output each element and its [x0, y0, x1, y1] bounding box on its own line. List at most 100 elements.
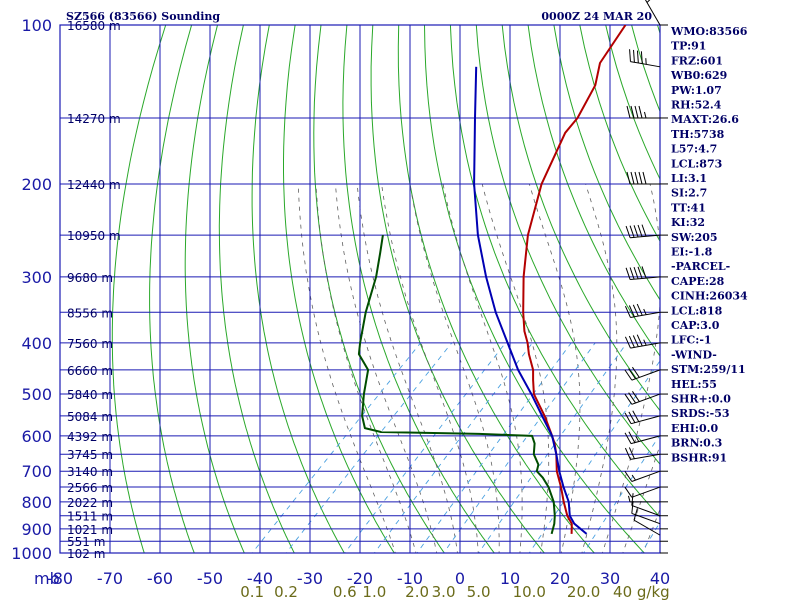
wind-barb-half-feather	[644, 111, 647, 119]
wind-barb-feather	[633, 508, 638, 521]
temperature-tick-label: 10	[500, 569, 520, 588]
sounding-index-item: LFC:-1	[671, 334, 712, 347]
mixing-ratio-line	[478, 342, 628, 553]
wind-barb-feather	[624, 447, 631, 460]
mixing-ratio-line	[443, 342, 596, 553]
temperature-tick-label: 30	[600, 569, 620, 588]
wind-barb-feather	[628, 431, 636, 443]
temperature-tick-label: 20	[550, 569, 570, 588]
height-label: 102 m	[67, 547, 105, 561]
sounding-index-item: LCL:873	[671, 157, 722, 170]
sounding-index-item: HEL:55	[671, 378, 717, 391]
mixing-ratio-label: 0.6	[333, 583, 357, 600]
wind-barb-staff	[630, 61, 661, 68]
wind-barb-feather	[636, 334, 643, 347]
sounding-index-item: TH:5738	[671, 128, 725, 141]
wind-barb-feather	[634, 171, 639, 185]
sounding-index-item: -WIND-	[671, 348, 717, 361]
wind-barb-staff	[630, 234, 661, 239]
mixing-ratio-label: 0.1	[240, 583, 264, 600]
wind-barb	[624, 431, 661, 445]
wind-barb-half-feather	[635, 435, 640, 442]
dry-adiabat-line	[251, 25, 345, 553]
wind-barb-staff	[630, 435, 661, 445]
wind-barb-staff	[630, 453, 661, 460]
sounding-index-item: WMO:83566	[670, 25, 748, 38]
height-label: 7560 m	[67, 337, 113, 351]
sounding-index-item: KI:32	[671, 216, 705, 229]
height-label: 2566 m	[67, 481, 113, 495]
wind-barb-feather	[624, 369, 633, 381]
height-label: 5084 m	[67, 410, 113, 424]
wind-barb-feather	[624, 393, 633, 405]
mixing-ratio-line	[344, 342, 506, 553]
sounding-index-item: RH:52.4	[671, 99, 722, 112]
temperature-tick-label: -40	[247, 569, 273, 588]
wind-barb-staff	[633, 519, 661, 536]
mixing-ratio-label: 40 g/kg	[613, 583, 670, 600]
wind-barb-feather	[636, 303, 643, 316]
mixing-ratio-label: 0.2	[274, 583, 298, 600]
wind-barb-feather	[632, 410, 640, 422]
mixing-ratio-label: 2.0	[405, 583, 429, 600]
dewpoint-profile	[357, 234, 556, 535]
dry-adiabats	[111, 25, 800, 564]
wind-barb	[624, 447, 661, 460]
wind-barb	[624, 334, 661, 349]
height-label: 1511 m	[67, 510, 113, 524]
wind-barb-feather	[629, 49, 631, 62]
sounding-series	[357, 25, 627, 535]
sounding-index-item: STM:259/11	[671, 363, 746, 376]
height-label: 551 m	[67, 535, 105, 549]
isotherms	[60, 25, 660, 553]
sounding-index-item: EI:-1.8	[671, 246, 713, 259]
wind-barb	[626, 171, 660, 185]
height-label: 3745 m	[67, 448, 113, 462]
temperature-tick-label: -10	[397, 569, 423, 588]
wind-barb-feather	[624, 412, 632, 424]
dry-adiabat-line	[184, 25, 245, 553]
sounding-index-item: SI:2.7	[671, 187, 707, 200]
dry-adiabat-line	[761, 25, 800, 564]
mixing-ratio-line	[583, 434, 660, 553]
dry-adiabat-line	[370, 25, 545, 553]
height-label: 9680 m	[67, 271, 113, 285]
height-label: 14270 m	[67, 112, 121, 126]
mixing-ratio-line	[251, 342, 421, 553]
sounding-index-item: SW:205	[671, 231, 718, 244]
sounding-index-item: WB0:629	[670, 69, 727, 82]
mixing-ratio-label: 3.0	[432, 583, 456, 600]
wind-barb-feather	[631, 366, 640, 378]
wind-barb-half-feather	[643, 308, 647, 315]
dry-adiabat-line	[424, 25, 645, 553]
pressure-tick-label: 1000	[11, 544, 52, 563]
sounding-index-item: MAXT:26.6	[671, 113, 739, 126]
temperature-tick-label: -60	[147, 569, 173, 588]
pressure-tick-label: 300	[21, 268, 52, 287]
wind-barb-feather	[631, 493, 634, 506]
height-label: 4392 m	[67, 430, 113, 444]
wind-barb-feather	[625, 225, 631, 238]
mixing-ratio-line	[285, 342, 453, 553]
wind-barb-feather	[625, 267, 631, 280]
sounding-index-item: SRDS:-53	[671, 407, 730, 420]
wind-barb-staff	[631, 486, 661, 498]
height-label: 12440 m	[67, 178, 121, 192]
height-label: 1021 m	[67, 523, 113, 537]
sounding-index-item: CAPE:28	[671, 275, 725, 288]
wind-barb-feather	[628, 368, 636, 380]
dry-adiabat-line	[283, 25, 395, 553]
wind-barb	[644, 0, 661, 26]
dry-adiabat-line	[475, 25, 660, 465]
wind-barb-feather	[630, 105, 635, 119]
height-label: 3140 m	[67, 465, 113, 479]
moist-adiabats	[297, 183, 660, 553]
wind-barb	[624, 391, 661, 405]
wind-barb-feather	[624, 432, 632, 444]
wind-barb-staff	[630, 342, 661, 349]
wind-barb-feather	[638, 171, 643, 185]
moist-adiabat-line	[315, 183, 417, 553]
wind-barb-feather	[624, 470, 633, 482]
wind-barb	[629, 49, 661, 68]
